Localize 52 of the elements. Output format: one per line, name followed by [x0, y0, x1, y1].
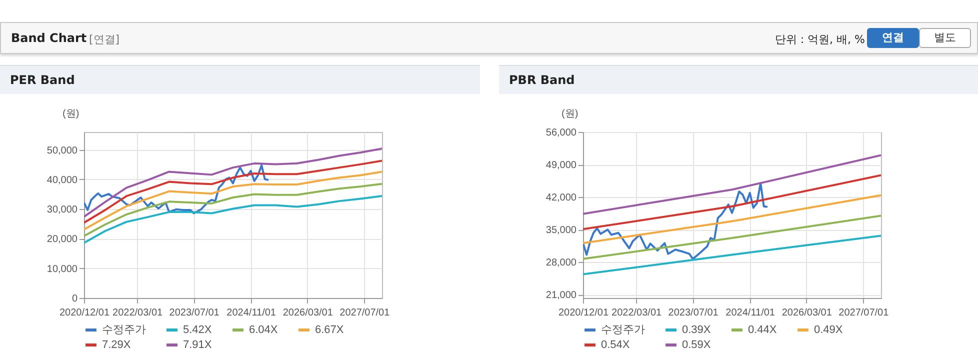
x-tick-label: 2022/03/01	[612, 308, 662, 318]
y-axis-title: (원)	[562, 108, 578, 120]
x-tick-label: 2026/03/01	[282, 308, 334, 318]
line-series	[84, 160, 382, 224]
legend-label: 7.29X	[102, 339, 132, 351]
line-series	[84, 195, 382, 244]
x-tick-label: 2020/12/01	[59, 308, 110, 318]
x-tick-label: 2023/07/01	[668, 308, 719, 318]
legend-label: 7.91X	[183, 339, 212, 351]
x-tick-label: 2020/12/01	[558, 308, 609, 318]
y-tick-label: 40,000	[46, 174, 78, 186]
x-tick-label: 2027/07/01	[838, 308, 890, 318]
legend-label: 0.44X	[748, 324, 778, 336]
toggle-button[interactable]: 별도	[919, 28, 971, 48]
y-tick-label: 28,000	[546, 258, 577, 269]
legend-label: 수정주가	[102, 324, 146, 336]
legend-label: 0.54X	[601, 339, 630, 351]
y-tick-label: 42,000	[546, 192, 577, 204]
y-tick-label: 0	[72, 294, 78, 304]
x-tick-label: 2024/11/01	[726, 308, 776, 318]
x-tick-label: 2023/07/01	[169, 308, 220, 318]
text: [연결]	[89, 32, 120, 47]
x-tick-label: 2022/03/01	[112, 308, 164, 318]
legend-label: 6.04X	[249, 324, 278, 336]
legend-label: 수정주가	[601, 324, 645, 336]
y-tick-label: 49,000	[546, 160, 577, 172]
chart-title: PER Band	[0, 66, 480, 94]
y-tick-label: 56,000	[546, 128, 577, 138]
text: 단위 : 억원, 배, %	[774, 32, 865, 47]
line-series	[583, 182, 768, 260]
y-tick-label: 20,000	[46, 234, 78, 246]
y-axis-title: (원)	[62, 108, 80, 120]
line-series	[84, 164, 270, 214]
x-tick-label: 2026/03/01	[782, 308, 832, 318]
chart-title: PBR Band	[499, 66, 978, 94]
line-series	[84, 170, 382, 231]
legend-label: 0.49X	[814, 324, 844, 336]
toggle-button[interactable]: 연결	[867, 28, 919, 48]
line-series	[84, 182, 382, 238]
legend-label: 0.39X	[682, 324, 712, 336]
y-tick-label: 10,000	[46, 264, 78, 275]
x-tick-label: 2024/11/01	[226, 308, 276, 318]
y-tick-label: 30,000	[46, 204, 78, 216]
legend-label: 6.67X	[315, 324, 344, 336]
legend-label: 5.42X	[183, 324, 212, 336]
line-series	[84, 148, 382, 218]
x-tick-label: 2027/07/01	[340, 308, 390, 318]
y-tick-label: 21,000	[546, 290, 577, 302]
y-tick-label: 50,000	[46, 145, 78, 156]
y-tick-label: 35,000	[546, 225, 577, 236]
legend-label: 0.59X	[682, 339, 712, 351]
text: Band Chart	[11, 31, 87, 45]
